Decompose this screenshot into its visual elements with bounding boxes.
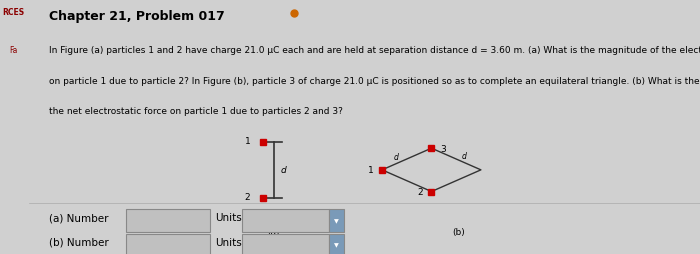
Text: the net electrostatic force on particle 1 due to particles 2 and 3?: the net electrostatic force on particle … — [49, 107, 343, 116]
Text: (b): (b) — [452, 227, 465, 236]
FancyBboxPatch shape — [330, 234, 344, 254]
Text: on particle 1 due to particle 2? In Figure (b), particle 3 of charge 21.0 μC is : on particle 1 due to particle 2? In Figu… — [49, 76, 700, 85]
Text: (a): (a) — [267, 227, 280, 236]
Text: 1: 1 — [368, 166, 373, 175]
Text: d: d — [461, 151, 466, 160]
FancyBboxPatch shape — [242, 210, 330, 232]
Text: ▼: ▼ — [335, 218, 339, 224]
Text: (b) Number: (b) Number — [49, 237, 108, 247]
Text: 1: 1 — [244, 136, 250, 146]
Text: ▼: ▼ — [335, 243, 339, 248]
Text: In Figure (a) particles 1 and 2 have charge 21.0 μC each and are held at separat: In Figure (a) particles 1 and 2 have cha… — [49, 46, 700, 55]
Text: Units: Units — [216, 237, 242, 247]
Text: 2: 2 — [244, 192, 250, 201]
Text: d: d — [394, 152, 399, 161]
Text: Chapter 21, Problem 017: Chapter 21, Problem 017 — [49, 10, 225, 23]
Text: RCES: RCES — [2, 8, 25, 17]
Text: (a) Number: (a) Number — [49, 212, 108, 222]
Text: 2: 2 — [417, 187, 423, 196]
FancyBboxPatch shape — [242, 234, 330, 254]
FancyBboxPatch shape — [126, 210, 210, 232]
Text: d: d — [281, 166, 286, 175]
Text: Fa: Fa — [9, 46, 18, 55]
Text: Units: Units — [216, 212, 242, 222]
FancyBboxPatch shape — [126, 234, 210, 254]
FancyBboxPatch shape — [330, 210, 344, 232]
Text: 3: 3 — [440, 144, 446, 153]
